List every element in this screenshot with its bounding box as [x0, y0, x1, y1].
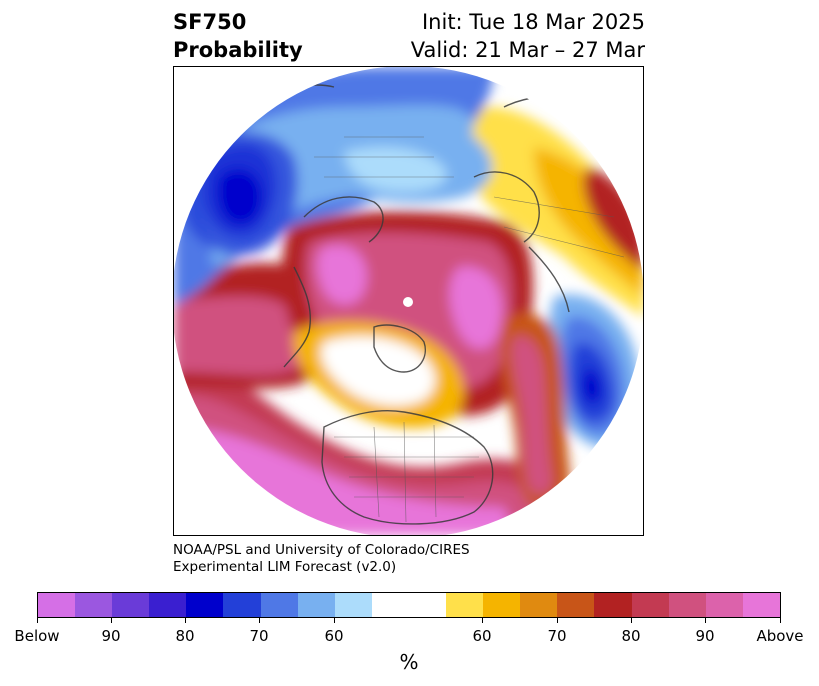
valid-dates: Valid: 21 Mar – 27 Mar [410, 38, 645, 62]
colorbar-swatch-above-8 [705, 593, 743, 617]
colorbar-swatch-below-8 [297, 593, 335, 617]
coastlines [263, 84, 620, 525]
colorbar-swatch-above-4 [557, 593, 595, 617]
colorbar-tickmark [334, 618, 335, 623]
colorbar-swatch-above-3 [520, 593, 558, 617]
credit-line-2: Experimental LIM Forecast (v2.0) [173, 559, 397, 575]
colorbar-tickmark [259, 618, 260, 623]
init-date: Init: Tue 18 Mar 2025 [421, 10, 645, 34]
colorbar-tickmark [557, 618, 558, 623]
political-borders [314, 136, 625, 523]
colorbar-tick-label: 90 [101, 627, 121, 645]
forecast-dates: Init: Tue 18 Mar 2025 Valid: 21 Mar – 27… [411, 8, 645, 64]
colorbar-tickmark [631, 618, 632, 623]
variable-name: SF750 [173, 10, 247, 34]
colorbar-tick-label: 60 [324, 627, 344, 645]
colorbar-swatch-below-6 [223, 593, 261, 617]
colorbar-swatch-below-4 [149, 593, 187, 617]
colorbar-swatch-above-2 [483, 593, 521, 617]
colorbar-tick-label: Above [756, 627, 804, 645]
colorbar-swatch-below-3 [112, 593, 150, 617]
map-title: SF750 Probability [173, 8, 303, 64]
credit-line-1: NOAA/PSL and University of Colorado/CIRE… [173, 542, 470, 558]
colorbar-tickmark [780, 618, 781, 623]
north-pole-marker [403, 297, 413, 307]
probability-field [174, 67, 643, 535]
colorbar-swatch-below-5 [186, 593, 224, 617]
colorbar-swatch-below-7 [260, 593, 298, 617]
credit-text: NOAA/PSL and University of Colorado/CIRE… [173, 542, 470, 576]
colorbar-swatch-above-6 [631, 593, 669, 617]
colorbar-tick-label: 80 [621, 627, 641, 645]
probability-map-svg [174, 67, 643, 535]
colorbar-tickmark [111, 618, 112, 623]
colorbar-tick-label: 70 [547, 627, 567, 645]
colorbar-swatch-above-5 [594, 593, 632, 617]
colorbar-tickmark [37, 618, 38, 623]
variable-subtitle: Probability [173, 38, 303, 62]
colorbar-tick-label: 60 [472, 627, 492, 645]
colorbar-tick-label: 70 [249, 627, 269, 645]
colorbar-tick-label: 80 [175, 627, 195, 645]
colorbar-swatch-neutral [371, 593, 447, 617]
colorbar-swatch-above-1 [446, 593, 484, 617]
colorbar-tick-label: 90 [695, 627, 715, 645]
colorbar-tickmark [705, 618, 706, 623]
colorbar-unit-label: % [399, 650, 419, 674]
colorbar-tick-label: Below [14, 627, 60, 645]
colorbar-tickmark [482, 618, 483, 623]
colorbar-swatch-below-1 [38, 593, 76, 617]
colorbar-swatch-below-2 [75, 593, 113, 617]
colorbar-swatch-below-9 [334, 593, 372, 617]
colorbar-swatch-above-9 [742, 593, 780, 617]
colorbar-tickmark [185, 618, 186, 623]
colorbar-swatch-above-7 [668, 593, 706, 617]
colorbar [37, 592, 781, 618]
polar-map [173, 66, 644, 536]
